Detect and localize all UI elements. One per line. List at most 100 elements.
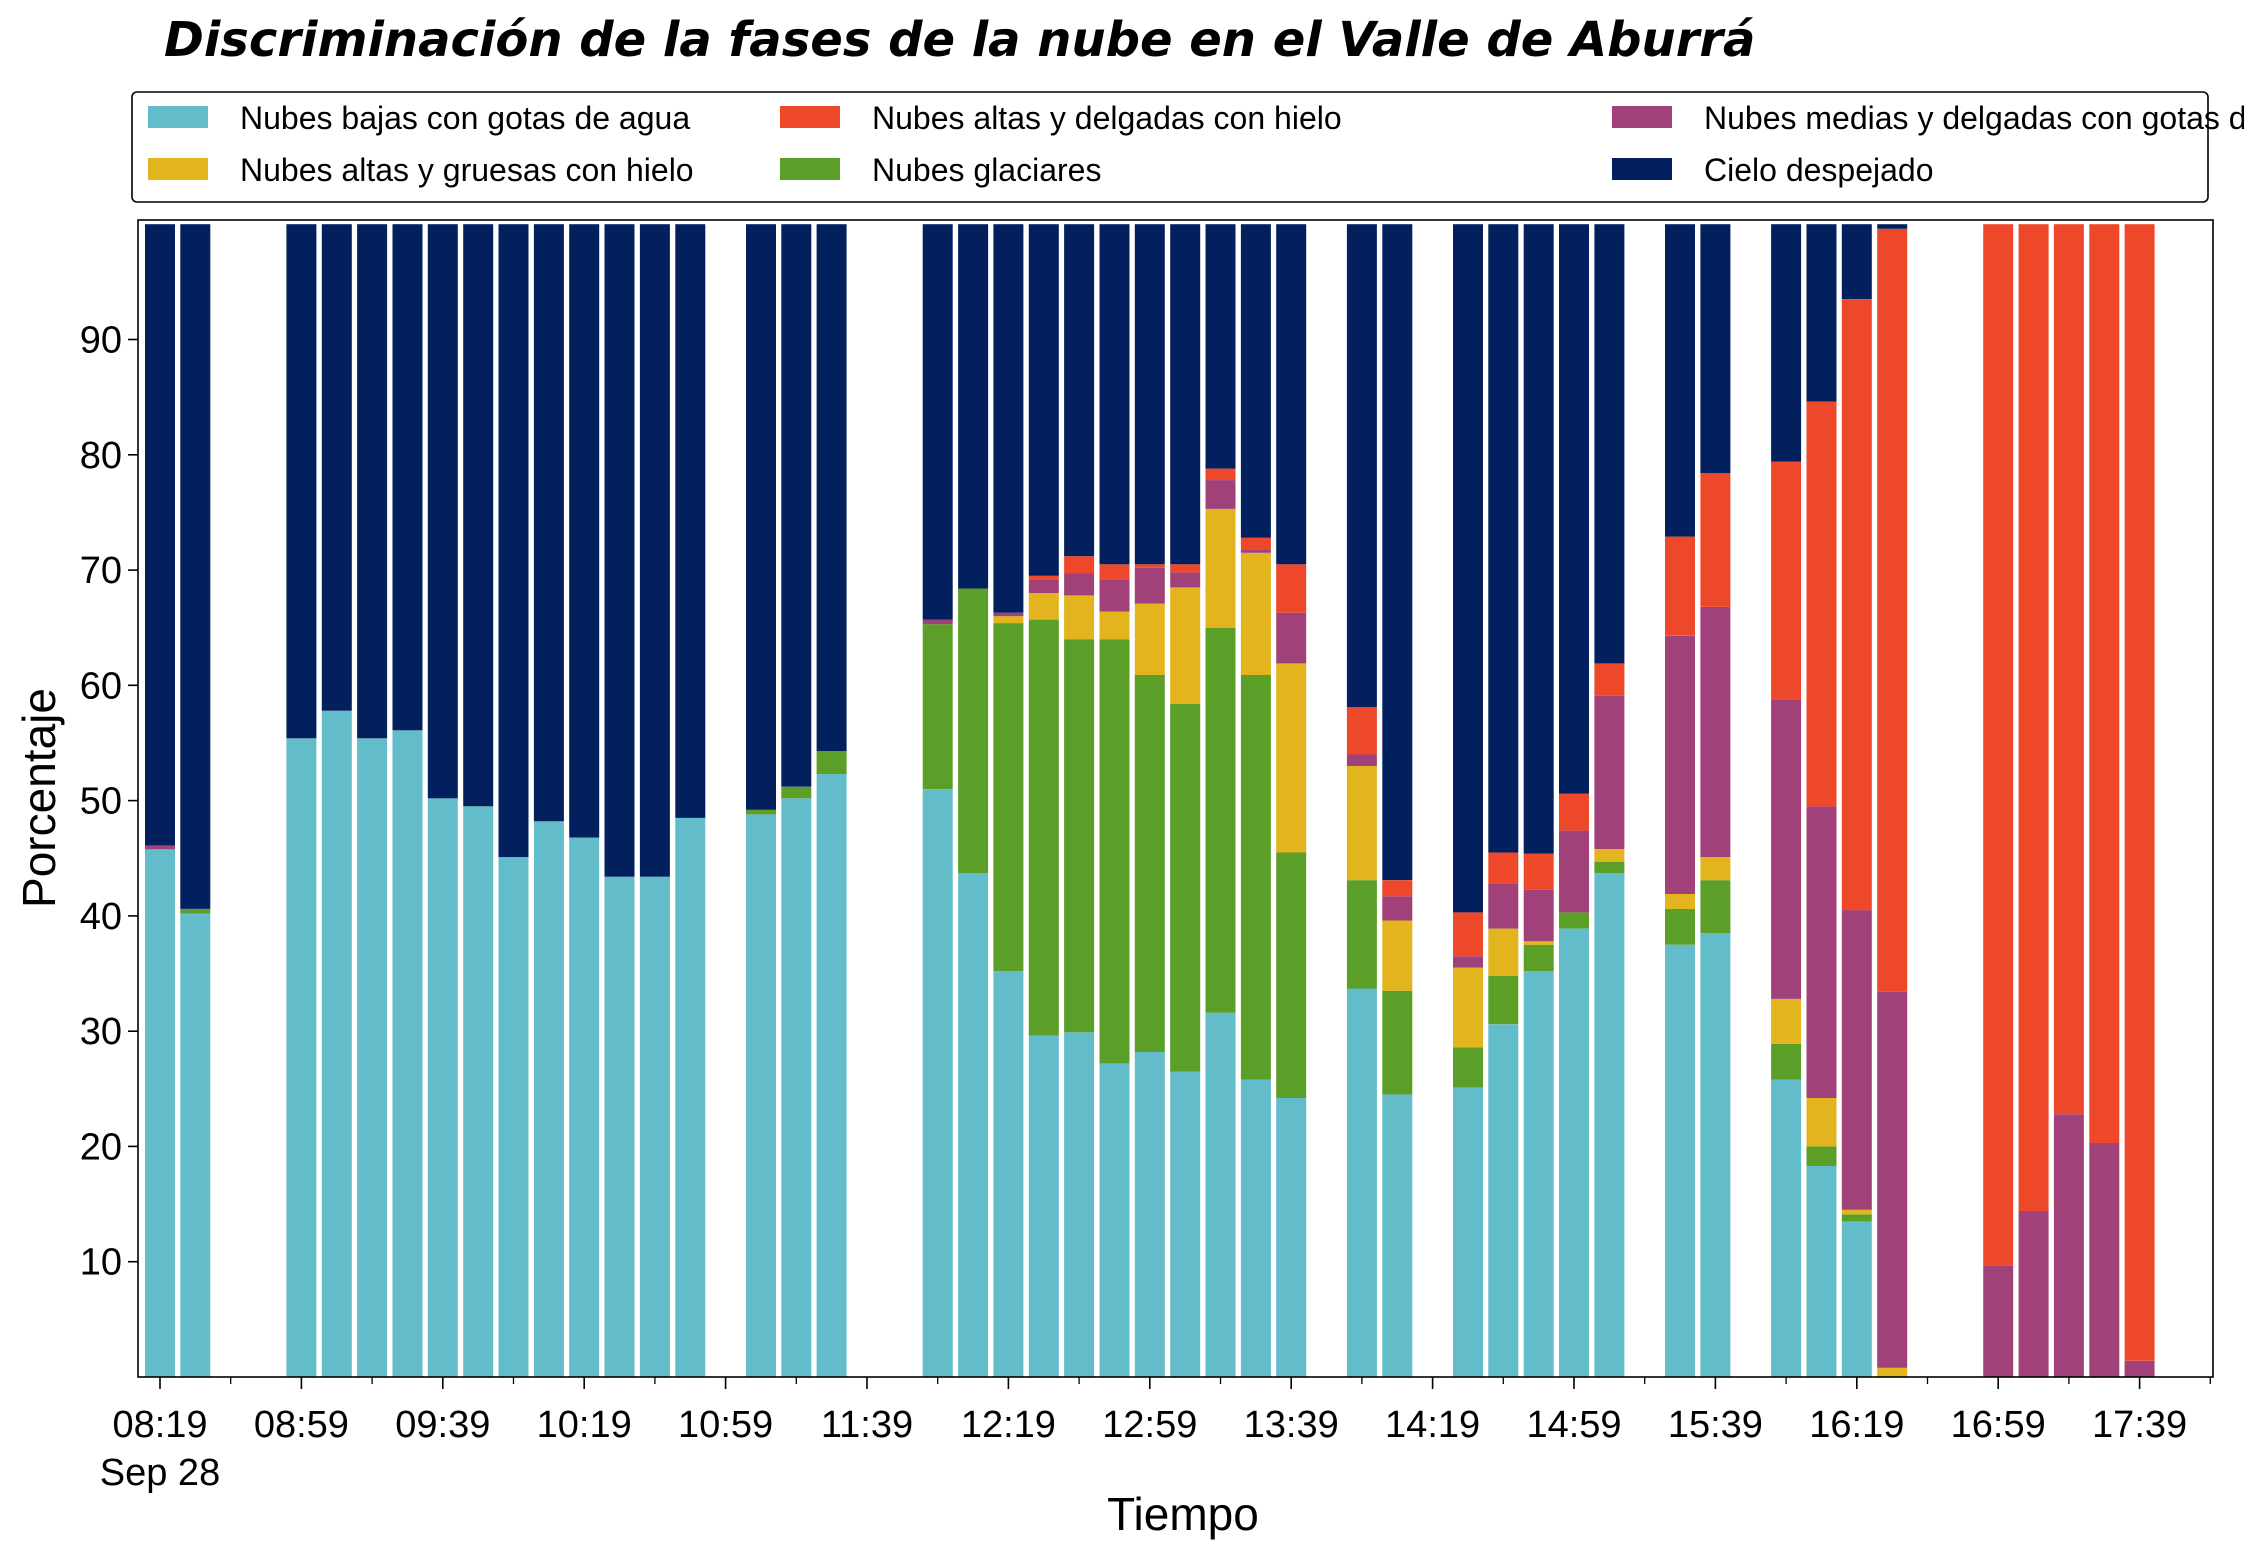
bar-segment [1134,1051,1165,1377]
bar-segment [1877,992,1908,1368]
bar-segment [2124,224,2155,1361]
bar-segment [1559,830,1589,913]
bar-segment [180,224,211,909]
bar-segment [1453,967,1483,1048]
bar-segment [746,809,776,815]
bar-segment [1240,537,1271,550]
plot-frame [137,219,2214,1378]
bar-segment [1240,549,1271,553]
bar-segment [1559,224,1589,794]
bar-segment [1806,401,1837,807]
bar-segment [958,588,989,874]
bar-segment [1028,593,1059,620]
x-axis: 08:19 Sep 28 08:59 09:39 10:19 10:59 11:39 12:1… [100,1377,2211,1494]
y-tick-label: 70 [80,550,122,592]
legend-label: Nubes bajas con gotas de agua [240,100,690,136]
legend-item: Cielo despejado [1612,152,1934,188]
bar-segment [1700,473,1731,607]
bar-segment [1346,224,1377,708]
bar-segment [1134,567,1165,604]
bar-segment [604,876,635,1377]
bar-segment [1382,1094,1413,1377]
bar-segment [1240,1079,1271,1377]
bar-segment [675,224,706,818]
bar-segment [1488,975,1519,1025]
bar-segment [1453,912,1483,957]
bar-segment [1488,883,1519,929]
y-tick-label: 30 [80,1011,122,1053]
bar-segment [993,612,1024,617]
bar-segment [1594,224,1625,664]
x-tick-label: 13:39 [1244,1404,1339,1446]
bar-segment [1594,849,1625,862]
bar-segment [1841,1214,1872,1222]
bar-segment [1170,224,1201,565]
bar-segment [1346,754,1377,766]
bar-segment [1523,889,1554,942]
bar-segment [1028,579,1059,594]
bar-segment [1134,603,1165,675]
bar-segment [1170,572,1201,588]
legend-item: Nubes glaciares [780,152,1101,188]
legend-item: Nubes medias y delgadas con gotas de agu… [1612,100,2244,136]
legend-swatch [780,158,840,180]
bar-segment [1382,896,1413,921]
bar-segment [286,224,317,739]
bar-segment [781,798,812,1377]
bar-segment [816,774,847,1377]
bar-segment [1205,1012,1236,1377]
bar-segment [1205,627,1236,1013]
bar-segment [1806,224,1837,402]
bar-segment [781,786,812,799]
bar-segment [1134,224,1165,565]
bar-segment [1028,619,1059,1036]
bar-segment [1240,224,1271,538]
bar-segment [1205,468,1236,481]
x-tick-label: 12:19 [961,1404,1056,1446]
bar-segment [1523,224,1554,854]
y-tick-label: 60 [80,665,122,707]
bar-segment [1205,480,1236,509]
bar-segment [746,224,776,810]
bar-segment [1170,703,1201,1072]
bar-segment [321,224,352,711]
bar-segment [1064,573,1095,596]
bar-segment [1028,224,1059,576]
bar-segment [1276,663,1307,853]
bar-segment [1099,579,1130,612]
y-tick-label: 80 [80,435,122,477]
bar-segment [922,624,953,789]
bar-segment [1382,224,1413,881]
y-axis-label: Porcentaje [13,688,65,908]
x-tick-label: 16:19 [1809,1404,1904,1446]
bar-segment [1523,944,1554,972]
y-tick-label: 50 [80,781,122,823]
bar-segment [1099,1063,1130,1377]
bar-segment [1594,861,1625,874]
bar-segment [993,616,1024,624]
bar-segment [1488,928,1519,976]
bar-segment [533,224,564,822]
bar-segment [1488,852,1519,884]
bar-segment [1771,998,1802,1044]
bar-segment [180,913,211,1377]
bar-segment [922,619,953,625]
bar-segment [1382,880,1413,897]
bar-segment [639,876,670,1377]
bar-segment [922,224,953,620]
legend-swatch [148,158,208,180]
bar-segment [1382,990,1413,1095]
bar-segment [1205,509,1236,628]
bar-segment [1453,224,1483,913]
x-axis-label: Tiempo [1107,1488,1259,1540]
bar-segment [816,751,847,775]
bar-segment [392,730,423,1377]
legend-swatch [1612,158,1672,180]
bar-segment [2089,224,2120,1143]
legend-label: Nubes glaciares [872,152,1101,188]
x-tick-label: 14:59 [1526,1404,1621,1446]
bar-segment [1877,1367,1908,1377]
bar-segment [498,224,529,858]
bar-segment [145,845,175,850]
bar-segment [1983,1265,2014,1377]
